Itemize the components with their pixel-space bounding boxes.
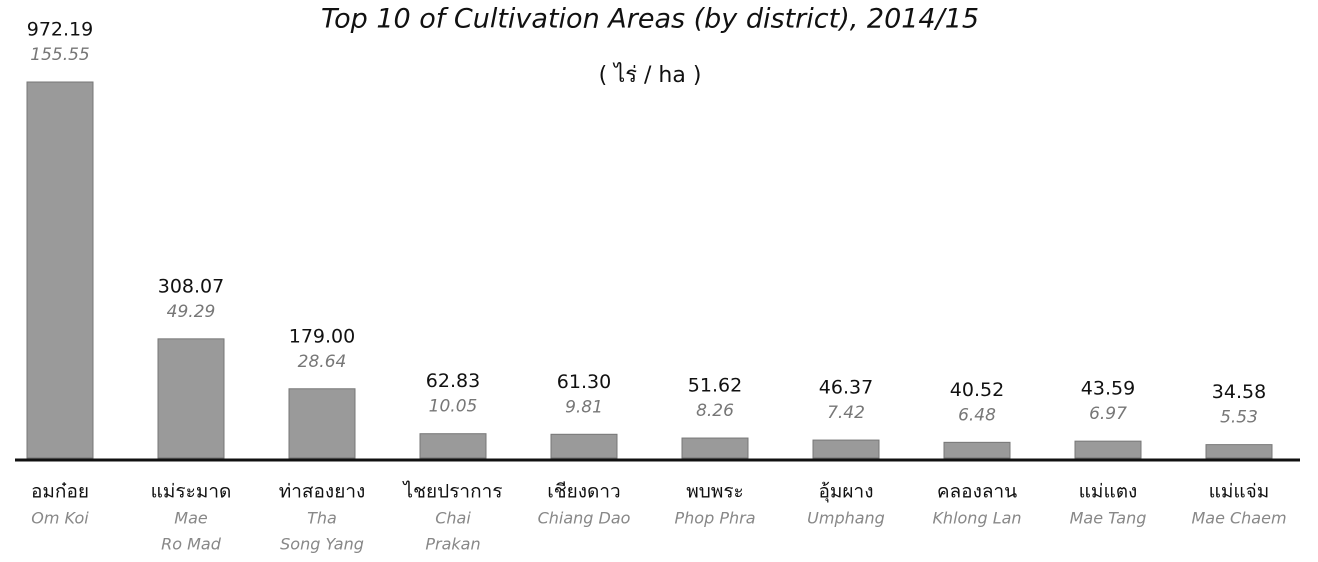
bar	[288, 388, 356, 459]
category-label: ไชยปราการ	[402, 481, 503, 503]
value-label-ha: 5.53	[1220, 408, 1258, 428]
value-label-ha: 28.64	[298, 352, 347, 372]
category-label-en: Umphang	[807, 509, 885, 528]
category-label: แม่ระมาด	[151, 481, 232, 503]
category-label-en: Mae	[174, 509, 208, 528]
category-label: แม่แจ่ม	[1209, 481, 1270, 503]
category-label: คลองลาน	[937, 481, 1017, 503]
category-label: ท่าสองยาง	[279, 481, 366, 503]
bar	[550, 433, 618, 459]
category-label-en: Ro Mad	[161, 535, 222, 554]
category-label-en: Mae Tang	[1070, 509, 1147, 528]
category-label: แม่แตง	[1079, 481, 1138, 503]
value-label-ha: 7.42	[827, 403, 865, 423]
category-label-en: Mae Chaem	[1191, 509, 1286, 528]
bar	[26, 81, 94, 459]
value-label: 61.30	[557, 371, 611, 393]
value-label: 179.00	[289, 325, 355, 347]
value-label-ha: 6.97	[1089, 404, 1127, 424]
bar	[419, 433, 487, 459]
value-label: 51.62	[688, 375, 742, 397]
category-label-en: Om Koi	[31, 509, 89, 528]
category-label-en: Chai	[435, 509, 471, 528]
value-label: 308.07	[158, 275, 224, 297]
category-label-en: Phop Phra	[675, 509, 756, 528]
value-label: 46.37	[819, 377, 873, 399]
category-label-en: Khlong Lan	[932, 509, 1021, 528]
bar	[943, 441, 1011, 459]
value-label: 34.58	[1212, 381, 1266, 403]
category-label: อมก๋อย	[31, 481, 89, 503]
value-label: 43.59	[1081, 378, 1135, 400]
chart-title: Top 10 of Cultivation Areas (by district…	[321, 4, 979, 35]
category-label-en: Prakan	[425, 535, 480, 554]
value-label-ha: 9.81	[565, 397, 603, 417]
chart-subtitle: ( ไร่ / ha )	[599, 62, 702, 88]
value-label-ha: 8.26	[696, 401, 734, 421]
value-label: 40.52	[950, 379, 1004, 401]
bar	[681, 437, 749, 459]
category-label: พบพระ	[686, 481, 744, 503]
value-label-ha: 6.48	[958, 405, 996, 425]
value-label-ha: 49.29	[167, 302, 216, 322]
value-label-ha: 155.55	[30, 45, 89, 65]
category-label-en: Chiang Dao	[538, 509, 631, 528]
bar	[1074, 440, 1142, 459]
bar	[1205, 444, 1273, 459]
value-label: 62.83	[426, 370, 480, 392]
category-label: เชียงดาว	[547, 481, 620, 503]
category-label: อุ้มผาง	[818, 481, 873, 504]
bar	[812, 439, 880, 459]
value-label-ha: 10.05	[429, 397, 478, 417]
value-label: 972.19	[27, 19, 93, 41]
category-label-en: Tha	[307, 509, 337, 528]
category-label-en: Song Yang	[280, 535, 364, 554]
bar	[157, 338, 225, 459]
